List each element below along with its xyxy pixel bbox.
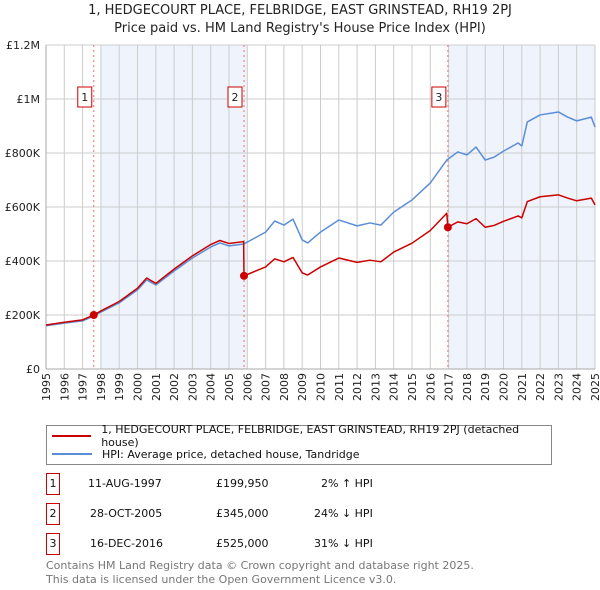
x-tick-label: 2009 [296,373,309,401]
x-tick-label: 2011 [333,373,346,401]
y-tick-label: £800K [5,147,41,160]
sale-hpi-diff: 31% ↓ HPI [314,537,373,550]
x-tick-label: 2012 [351,373,364,401]
y-tick-label: £1M [17,93,41,106]
sale-price: £525,000 [216,537,269,550]
sale-point [89,311,98,320]
x-tick-label: 1997 [77,373,90,401]
x-tick-label: 2020 [498,373,511,401]
y-tick-label: £400K [5,255,41,268]
legend-label: HPI: Average price, detached house, Tand… [102,447,360,461]
x-tick-label: 1999 [113,373,126,401]
x-tick-label: 2016 [424,373,437,401]
y-tick-label: £0 [26,363,40,376]
x-tick-label: 2008 [278,373,291,401]
y-tick-label: £1.2M [6,39,40,52]
sale-date: 11-AUG-1997 [88,477,162,490]
property-price-line [45,194,596,326]
sale-date: 16-DEC-2016 [90,537,164,550]
y-tick-label: £200K [5,309,41,322]
x-tick-label: 2007 [260,373,273,401]
chart-title: 1, HEDGECOURT PLACE, FELBRIDGE, EAST GRI… [88,3,512,18]
plot-area: 1995 1996 1997 1998 1999 2000 2001 2002 2003 2004… [5,39,600,401]
sale-point [443,223,452,232]
x-tick-label: 2005 [223,373,236,401]
legend-label: 1, HEDGECOURT PLACE, FELBRIDGE, EAST GRI… [101,423,520,449]
legend-item-property: 1, HEDGECOURT PLACE, FELBRIDGE, EAST GRI… [47,423,551,449]
x-tick-label: 2018 [461,373,474,401]
x-tick-label: 2015 [406,373,419,401]
legend-item-hpi: HPI: Average price, detached house, Tand… [47,446,360,462]
x-tick-label: 2019 [479,373,492,401]
x-tick-label: 2010 [315,373,328,401]
x-tick-label: 2013 [369,373,382,401]
x-tick-label: 2002 [168,373,181,401]
legend-swatch-red [52,435,92,437]
sale-date: 28-OCT-2005 [90,507,163,520]
sale-label-box [431,86,447,108]
footer-copyright: Contains HM Land Registry data © Crown c… [46,559,474,572]
sale-hpi-diff: 24% ↓ HPI [314,507,373,520]
x-tick-label: 2023 [552,373,565,401]
x-tick-label: 2006 [241,373,254,401]
x-tick-label: 2014 [388,373,401,401]
legend: 1, HEDGECOURT PLACE, FELBRIDGE, EAST GRI… [46,423,552,465]
sale-row: 1 11-AUG-1997 £199,950 2% ↑ HPI [46,473,546,495]
sale-marker-label: 2 [46,503,60,525]
sale-row: 2 28-OCT-2005 £345,000 24% ↓ HPI [46,503,546,525]
x-tick-label: 2000 [132,373,145,401]
legend-swatch-blue [52,453,92,455]
x-tick-label: 2001 [150,373,163,401]
footer-licence: This data is licensed under the Open Gov… [46,573,397,586]
x-tick-label: 2003 [186,373,199,401]
y-tick-label: £600K [5,201,41,214]
sale-point [240,271,249,280]
sale-label: 1 [81,91,88,104]
hpi-line [45,111,596,327]
x-tick-label: 2022 [534,373,547,401]
x-tick-label: 2017 [443,373,456,401]
x-tick-label: 2004 [205,373,218,401]
sale-label-box [77,86,93,108]
sale-label: 2 [232,91,239,104]
sale-label-box [227,86,243,108]
sale-hpi-diff: 2% ↑ HPI [321,477,373,490]
x-tick-label: 1996 [58,373,71,401]
sale-marker-label: 1 [46,473,60,495]
sale-price: £199,950 [216,477,269,490]
sale-marker-label: 3 [46,533,60,555]
sale-price: £345,000 [216,507,269,520]
sale-label: 3 [435,91,442,104]
x-tick-label: 2025 [589,373,600,401]
sale-row: 3 16-DEC-2016 £525,000 31% ↓ HPI [46,533,546,555]
x-tick-label: 2024 [571,373,584,401]
x-tick-label: 2021 [516,373,529,401]
x-tick-label: 1998 [95,373,108,401]
chart-subtitle: Price paid vs. HM Land Registry's House … [114,21,486,36]
x-tick-label: 1995 [40,373,53,401]
